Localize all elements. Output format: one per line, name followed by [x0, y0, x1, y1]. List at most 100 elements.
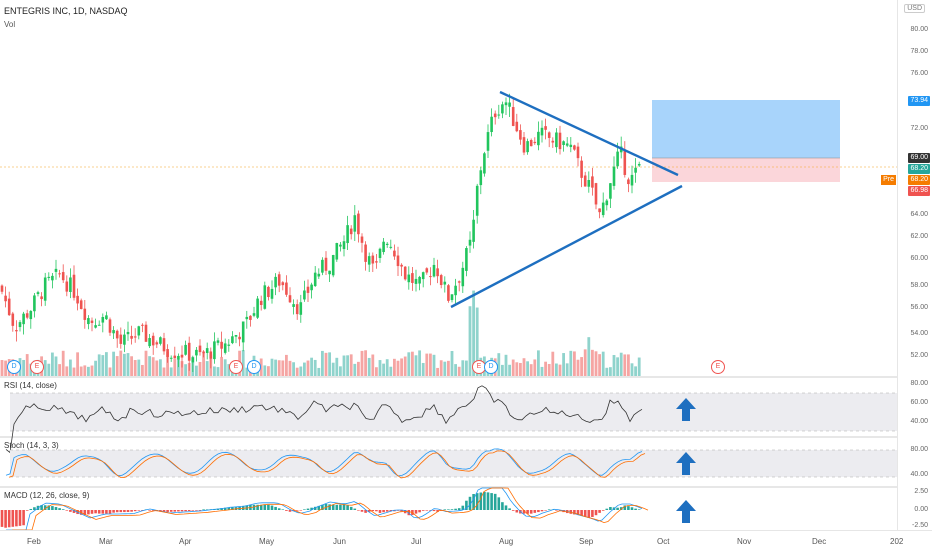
volume-bar — [198, 361, 202, 376]
macd-bar — [123, 510, 126, 513]
candle-body — [497, 114, 501, 116]
earnings-marker[interactable]: E — [229, 360, 243, 374]
macd-bar — [483, 491, 486, 510]
volume-bar — [558, 364, 562, 376]
candle-body — [177, 355, 180, 360]
volume-bar — [101, 355, 105, 376]
macd-bar — [151, 510, 155, 511]
macd-bar — [436, 510, 439, 512]
volume-bar — [331, 362, 335, 376]
macd-bar — [180, 510, 184, 512]
volume-bar — [357, 361, 360, 376]
macd-bar — [349, 506, 353, 510]
volume-bar — [396, 360, 400, 376]
upper-trendline[interactable] — [499, 90, 679, 177]
volume-bar — [439, 360, 443, 376]
macd-bar — [540, 510, 544, 512]
macd-bar — [497, 497, 501, 510]
month-label: Jul — [411, 537, 422, 546]
candle-body — [267, 286, 270, 298]
volume-bar — [619, 352, 623, 376]
candle-body — [94, 325, 97, 328]
chart-canvas[interactable] — [0, 0, 898, 530]
volume-bar — [54, 356, 58, 376]
stop-zone — [652, 158, 840, 182]
candle-body — [159, 337, 162, 344]
volume-bar — [151, 357, 155, 376]
volume-bar — [285, 354, 288, 376]
dividend-marker[interactable]: D — [247, 360, 261, 374]
macd-bar — [105, 510, 108, 514]
volume-bar — [281, 360, 285, 376]
candle-body — [537, 131, 540, 146]
macd-bar — [18, 510, 22, 526]
volume-bar — [177, 359, 180, 376]
macd-bar — [493, 493, 497, 510]
candle-body — [295, 304, 299, 315]
stoch-title[interactable]: Stoch (14, 3, 3) — [4, 441, 59, 450]
candle-body — [601, 202, 605, 216]
volume-bar — [112, 351, 115, 376]
macd-bar — [7, 510, 11, 528]
month-label: Nov — [737, 537, 752, 546]
macd-bar — [166, 510, 169, 512]
macd-bar — [227, 507, 231, 510]
candle-body — [205, 348, 209, 354]
volume-bar — [393, 358, 396, 376]
candle-body — [234, 334, 238, 337]
candle-body — [407, 274, 411, 283]
volume-bar — [634, 366, 637, 376]
candle-body — [108, 319, 112, 333]
volume-bar — [601, 351, 605, 376]
earnings-marker[interactable]: E — [30, 360, 44, 374]
candle-body — [414, 278, 418, 284]
volume-bar — [137, 359, 141, 376]
volume-bar — [583, 349, 587, 376]
earnings-marker[interactable]: E — [711, 360, 725, 374]
up-arrow-icon — [676, 452, 696, 475]
volume-bar — [403, 356, 407, 376]
volume-bar — [425, 353, 429, 376]
candle-body — [216, 340, 220, 343]
volume-bar — [205, 361, 209, 376]
volume-bar — [288, 360, 292, 376]
candle-body — [263, 285, 267, 309]
candle-body — [241, 321, 245, 343]
volume-bar — [87, 366, 90, 376]
macd-title[interactable]: MACD (12, 26, close, 9) — [4, 491, 90, 500]
macd-bar — [583, 510, 587, 517]
volume-bar — [565, 363, 569, 376]
price-tick: 54.00 — [910, 330, 928, 337]
macd-tick: 2.50 — [914, 488, 928, 495]
price-axis[interactable]: USD 80.00 78.00 76.00 72.00 64.00 62.00 … — [897, 0, 932, 530]
volume-bar — [367, 357, 371, 376]
rsi-band — [10, 393, 898, 431]
macd-bar — [285, 510, 288, 511]
volume-bar — [202, 353, 205, 376]
price-tick: 60.00 — [910, 255, 928, 262]
macd-bar — [447, 509, 450, 510]
candle-body — [569, 144, 573, 148]
volume-bar — [598, 354, 601, 376]
rsi-title[interactable]: RSI (14, close) — [4, 381, 57, 390]
dividend-marker[interactable]: D — [7, 360, 21, 374]
volume-bar — [90, 365, 94, 376]
macd-bar — [331, 504, 335, 510]
macd-bar — [173, 510, 177, 512]
volume-bar — [0, 360, 4, 376]
month-label: Oct — [657, 537, 670, 546]
volume-bar — [501, 364, 504, 376]
macd-bar — [547, 509, 551, 510]
time-axis[interactable] — [0, 530, 932, 551]
lower-trendline[interactable] — [450, 184, 683, 309]
currency-badge[interactable]: USD — [904, 4, 925, 13]
volume-bar — [587, 337, 591, 376]
volume-bar — [346, 355, 349, 376]
dividend-marker[interactable]: D — [484, 360, 498, 374]
candle-body — [33, 295, 36, 312]
price-tick: 56.00 — [910, 304, 928, 311]
candle-body — [274, 276, 277, 288]
macd-bar — [310, 507, 313, 510]
macd-bar — [11, 510, 15, 527]
volume-bar — [349, 354, 353, 376]
